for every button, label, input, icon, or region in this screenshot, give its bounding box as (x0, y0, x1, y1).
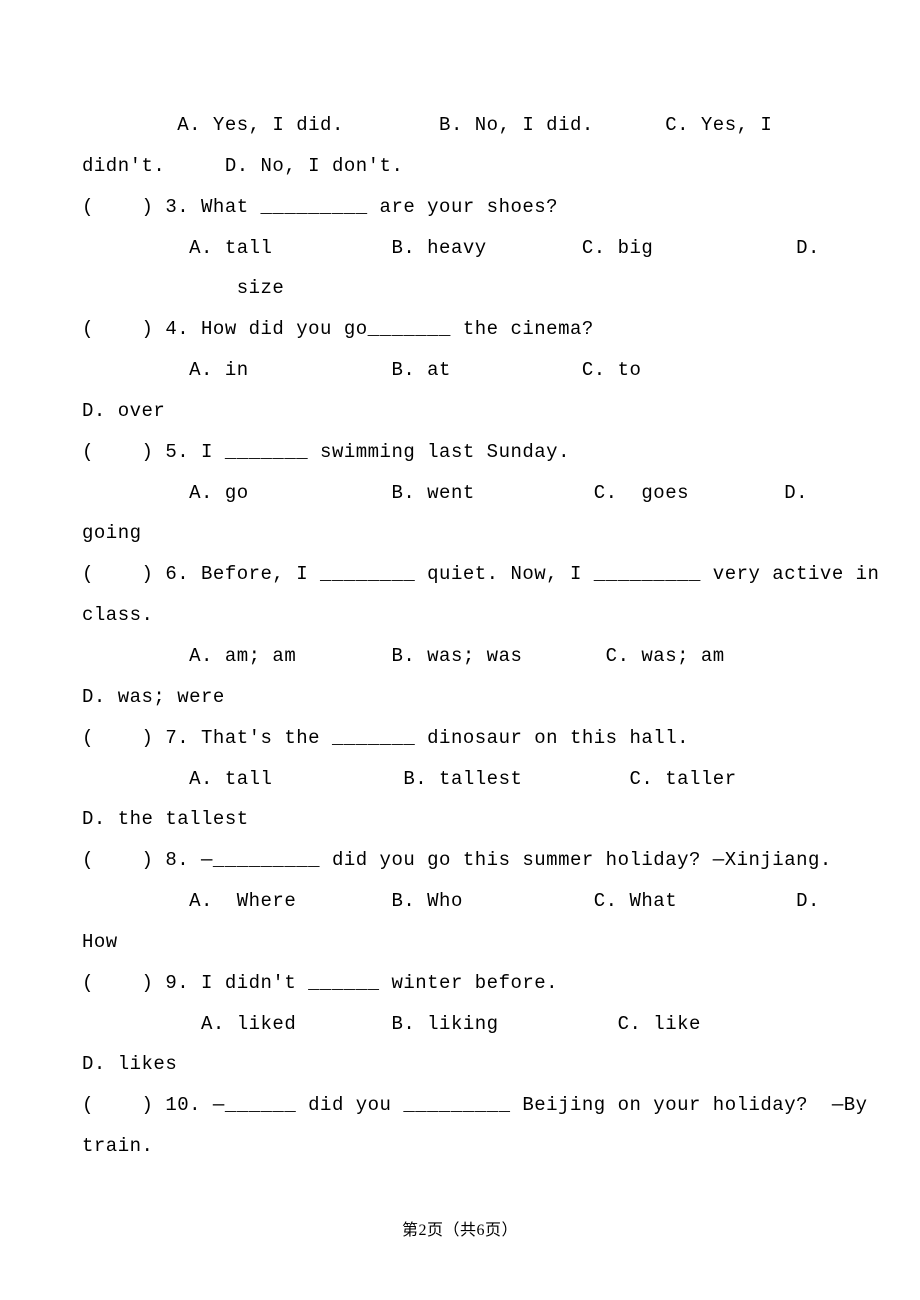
text-line: ( ) 9. I didn't ______ winter before. (82, 963, 838, 1004)
text-line: A. Yes, I did. B. No, I did. C. Yes, I (82, 105, 838, 146)
text-line: ( ) 6. Before, I ________ quiet. Now, I … (82, 554, 838, 595)
text-line: A. tall B. heavy C. big D. (82, 228, 838, 269)
text-line: D. likes (82, 1044, 838, 1085)
text-line: A. tall B. tallest C. taller (82, 759, 838, 800)
text-line: class. (82, 595, 838, 636)
text-line: train. (82, 1126, 838, 1167)
text-line: A. liked B. liking C. like (82, 1004, 838, 1045)
text-line: didn't. D. No, I don't. (82, 146, 838, 187)
text-line: How (82, 922, 838, 963)
text-line: size (82, 268, 838, 309)
text-line: A. am; am B. was; was C. was; am (82, 636, 838, 677)
page-footer: 第2页（共6页） (0, 1216, 920, 1240)
text-line: D. over (82, 391, 838, 432)
text-line: ( ) 8. —_________ did you go this summer… (82, 840, 838, 881)
text-line: A. go B. went C. goes D. (82, 473, 838, 514)
text-line: A. in B. at C. to (82, 350, 838, 391)
text-line: ( ) 10. —______ did you _________ Beijin… (82, 1085, 838, 1126)
text-line: ( ) 5. I _______ swimming last Sunday. (82, 432, 838, 473)
text-line: ( ) 7. That's the _______ dinosaur on th… (82, 718, 838, 759)
text-line: D. the tallest (82, 799, 838, 840)
text-line: ( ) 4. How did you go_______ the cinema? (82, 309, 838, 350)
text-line: A. Where B. Who C. What D. (82, 881, 838, 922)
text-line: ( ) 3. What _________ are your shoes? (82, 187, 838, 228)
text-line: D. was; were (82, 677, 838, 718)
text-line: going (82, 513, 838, 554)
